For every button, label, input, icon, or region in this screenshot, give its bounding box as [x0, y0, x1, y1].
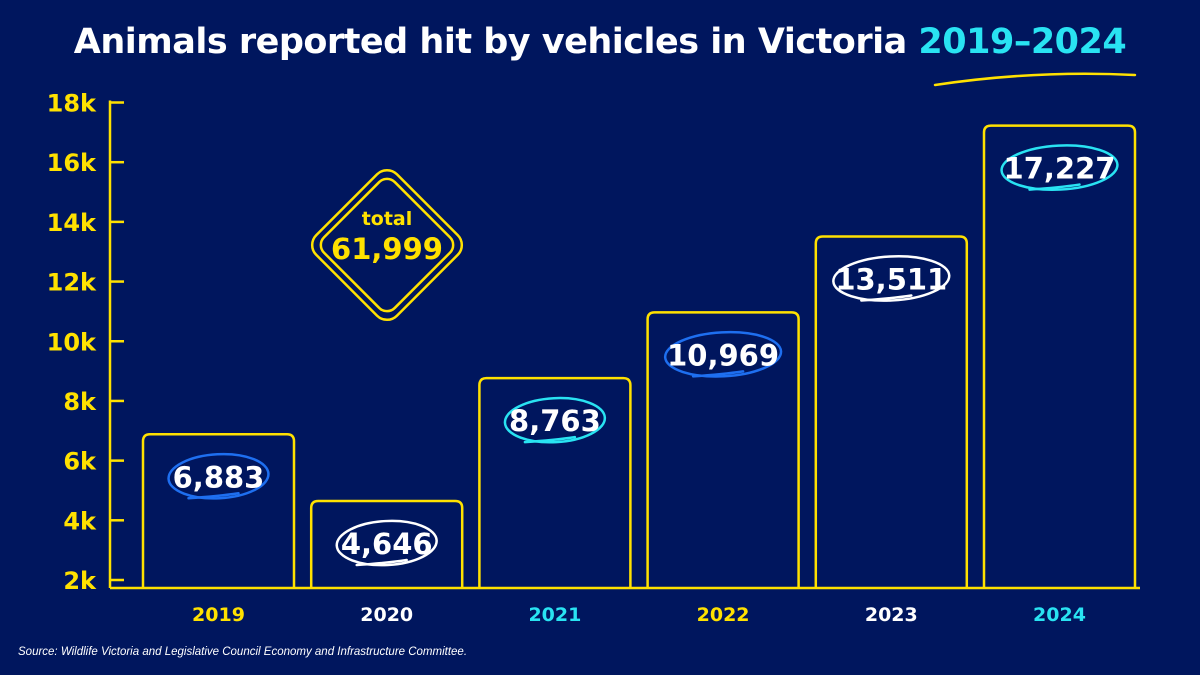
x-tick-label: 2024	[1033, 604, 1086, 626]
data-label: 4,646	[341, 527, 433, 561]
data-label-ring-tail	[691, 370, 745, 378]
bar-group-2023: 13,511 2023	[814, 235, 969, 626]
title-highlight: 2019–2024	[918, 22, 1127, 62]
y-tick-label: 2k	[63, 567, 97, 595]
bar-group-2021: 8,763 2021	[478, 376, 632, 626]
y-tick-label: 18k	[47, 90, 97, 118]
x-tick-label: 2021	[528, 604, 581, 626]
x-tick-label: 2022	[697, 604, 750, 626]
y-tick-label: 14k	[47, 209, 97, 237]
badge-value: 61,999	[331, 232, 443, 266]
badge-outer-border	[310, 168, 464, 322]
data-label: 10,969	[667, 338, 779, 372]
data-label-ring-tail	[355, 558, 408, 567]
data-label-ring	[832, 255, 951, 302]
bar-group-2022: 10,969 2022	[646, 311, 800, 626]
chart-title: Animals reported hit by vehicles in Vict…	[0, 22, 1200, 62]
source-note: Source: Wildlife Victoria and Legislativ…	[18, 646, 468, 658]
y-tick-label: 8k	[63, 388, 97, 416]
badge-label: total	[362, 208, 413, 230]
title-main: Animals reported hit by vehicles in Vict…	[73, 22, 919, 62]
badge-inner-border	[319, 177, 455, 313]
x-tick-label: 2020	[360, 604, 413, 626]
x-tick-label: 2019	[192, 604, 245, 626]
data-label: 17,227	[1004, 152, 1116, 186]
bar	[982, 124, 1137, 588]
bar-group-2020: 4,646 2020	[309, 499, 464, 626]
data-label-ring-tail	[187, 492, 240, 500]
data-label-ring-tail	[860, 294, 913, 302]
bar	[646, 311, 800, 588]
data-label-ring-tail	[1028, 183, 1081, 191]
data-label-ring	[167, 452, 270, 500]
y-tick-label: 12k	[47, 269, 97, 297]
bar	[814, 235, 969, 588]
total-badge: total 61,999	[310, 168, 464, 322]
bar	[309, 499, 464, 588]
x-tick-label: 2023	[865, 604, 918, 626]
y-tick-label: 16k	[47, 149, 97, 177]
y-tick-label: 6k	[63, 448, 97, 476]
bar	[141, 433, 296, 588]
bar-group-2019: 6,883 2019	[141, 433, 296, 626]
data-label-ring	[335, 519, 438, 567]
data-label-ring	[663, 330, 783, 378]
data-label-ring-tail	[523, 435, 577, 444]
bars: 6,883 2019 4,646 2020 8,763 2021 10,969 2022 13,…	[141, 124, 1137, 626]
bar-group-2024: 17,227 2024	[982, 124, 1137, 626]
data-label-ring	[1000, 144, 1119, 191]
data-label: 13,511	[835, 262, 947, 296]
data-label: 8,763	[509, 404, 601, 438]
bar	[478, 376, 632, 588]
y-tick-label: 10k	[47, 328, 97, 356]
data-label: 6,883	[173, 460, 265, 494]
y-axis: 2k 4k 6k 8k 10k 12k 14k 16k 18k	[47, 90, 1140, 595]
title-underline	[933, 72, 1137, 87]
y-tick-label: 4k	[63, 507, 97, 535]
data-label-ring	[503, 396, 607, 444]
